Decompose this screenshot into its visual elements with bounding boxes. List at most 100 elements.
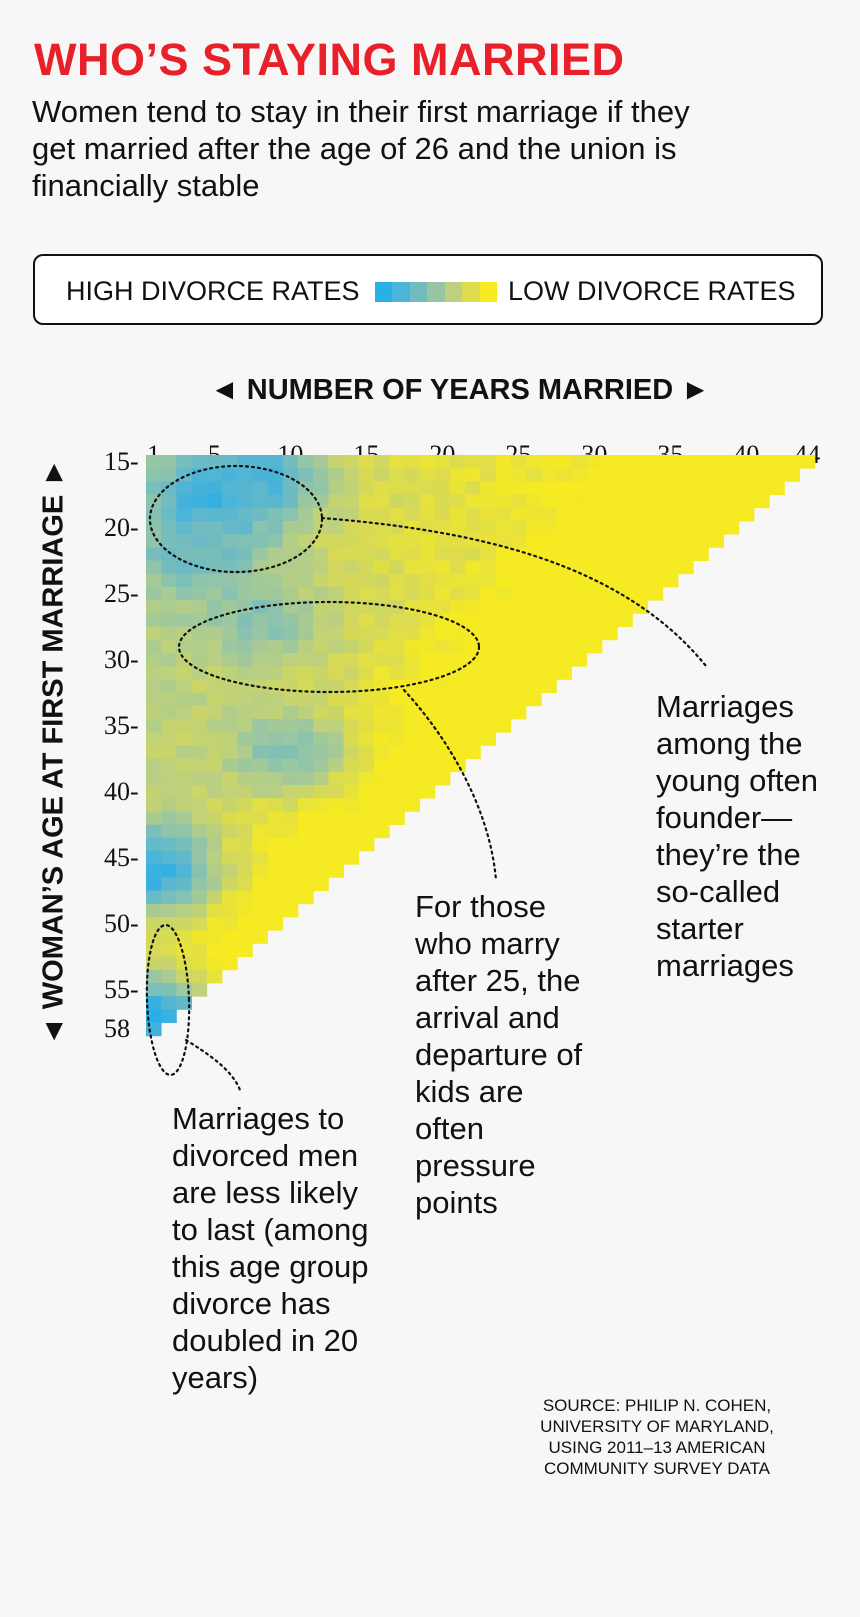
heatmap-cell [222,573,238,588]
heatmap-cell [465,600,481,614]
heatmap-cell [358,811,375,825]
heatmap-cell [465,719,481,733]
heatmap-cell [389,666,405,680]
heatmap-cell [389,785,405,799]
heatmap-cell [389,573,405,588]
heatmap-cell [222,626,238,641]
heatmap-cell [586,468,603,482]
heatmap-cell [419,732,436,746]
heatmap-cell [282,666,299,680]
heatmap-cell [191,679,208,693]
heatmap-cell [556,613,572,627]
heatmap-cell [358,732,375,746]
heatmap-cell [237,798,253,812]
heatmap-cell [450,732,466,746]
heatmap-cell [419,679,436,693]
heatmap-cell [146,890,162,905]
heatmap-cell [298,864,314,878]
heatmap-cell [510,666,527,680]
heatmap-cell [176,653,192,667]
heatmap-cell [419,455,436,469]
heatmap-cell [328,732,344,746]
heatmap-cell [526,692,542,707]
heatmap-cell [146,468,162,482]
heatmap-cell [267,824,284,839]
heatmap-cell [176,705,192,720]
heatmap-cell [206,653,223,667]
heatmap-cell [237,653,253,667]
heatmap-cell [206,851,223,865]
heatmap-cell [176,771,192,786]
heatmap-cell [495,705,512,720]
heatmap-cell [267,547,284,561]
heatmap-cell [754,455,770,469]
heatmap-cell [662,468,679,482]
heatmap-cell [252,653,268,667]
heatmap-cell [343,613,360,627]
heatmap-cell [298,560,314,575]
heatmap-cell [693,534,709,548]
heatmap-cell [191,969,208,984]
heatmap-cell [450,481,466,495]
heatmap-cell [510,560,527,575]
heatmap-cell [526,494,542,509]
heatmap-cell [267,534,284,548]
heatmap-cell [252,758,268,773]
heatmap-cell [510,455,527,469]
heatmap-cell [541,494,557,509]
heatmap-cell [389,560,405,575]
heatmap-cell [419,613,436,627]
heatmap-cell [617,494,633,509]
heatmap-cell [298,732,314,746]
heatmap-cell [191,494,208,509]
heatmap-cell [602,573,618,588]
heatmap-cell [450,692,466,707]
heatmap-cell [222,666,238,680]
heatmap-cell [434,600,451,614]
heatmap-cell [480,692,496,707]
heatmap-cell [222,917,238,931]
heatmap-cell [374,745,390,759]
heatmap-cell [510,626,527,641]
heatmap-cell [617,468,633,482]
heatmap-cell [267,573,284,588]
heatmap-cell [191,521,208,535]
heatmap-cell [602,494,618,509]
heatmap-cell [282,719,299,733]
heatmap-cell [434,507,451,522]
heatmap-cell [647,534,664,548]
heatmap-cell [328,521,344,535]
heatmap-cell [298,455,314,469]
heatmap-cell [237,507,253,522]
heatmap-cell [541,679,557,693]
heatmap-cell [267,719,284,733]
heatmap-cell [146,626,162,641]
heatmap-cell [146,798,162,812]
heatmap-cell [526,639,542,654]
heatmap-cell [252,626,268,641]
heatmap-cell [754,494,770,509]
heatmap-cell [374,732,390,746]
heatmap-cell [419,560,436,575]
heatmap-cell [647,587,664,601]
heatmap-cell [647,481,664,495]
heatmap-cell [541,613,557,627]
heatmap-cell [252,547,268,561]
heatmap-cell [602,521,618,535]
heatmap-cell [298,851,314,865]
heatmap-cell [510,481,527,495]
divorced-leader-line [184,1038,242,1092]
heatmap-cell [146,758,162,773]
heatmap-cell [176,547,192,561]
heatmap-cell [298,666,314,680]
y-tick-label: 30- [104,644,139,674]
heatmap-cell [191,837,208,852]
heatmap-cell [738,468,755,482]
heatmap-cell [465,521,481,535]
heatmap-cell [526,679,542,693]
heatmap-cell [146,917,162,931]
heatmap-cell [632,521,648,535]
heatmap-cell [313,626,329,641]
heatmap-cell [252,798,268,812]
heatmap-cell [358,547,375,561]
